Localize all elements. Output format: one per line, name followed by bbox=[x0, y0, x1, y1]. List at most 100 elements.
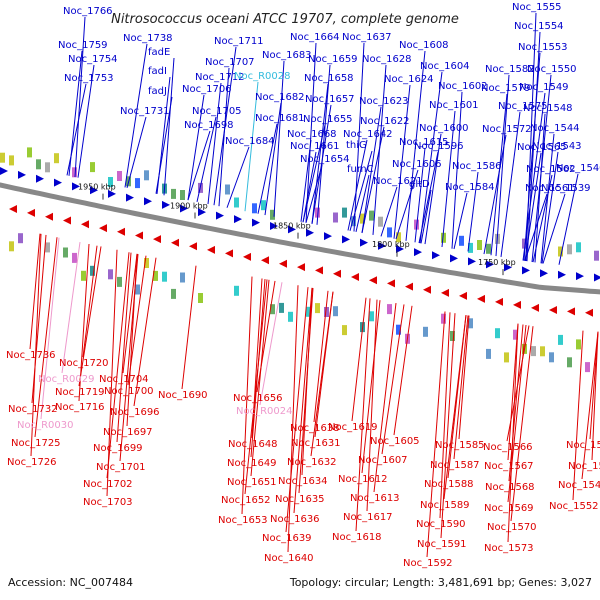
gene-label-reverse: Noc_1631 bbox=[291, 438, 341, 449]
gene-label-forward: Noc_1601 bbox=[429, 100, 479, 111]
gene-label-reverse: Noc_1696 bbox=[110, 407, 160, 418]
feature-block bbox=[576, 242, 581, 253]
kbp-tick-label: 1750 kbp bbox=[478, 258, 516, 267]
gene-label-reverse: Noc_1701 bbox=[96, 462, 146, 473]
leader-line bbox=[591, 331, 599, 461]
leader-line bbox=[361, 300, 381, 474]
gene-label-reverse: Noc_1732 bbox=[8, 404, 58, 415]
gene-label-forward: Noc_1766 bbox=[63, 6, 113, 17]
forward-gene-arrow bbox=[522, 266, 530, 275]
leader-line bbox=[78, 243, 90, 402]
gene-label-forward: Noc_1684 bbox=[225, 136, 275, 147]
gene-label-reverse: Noc_1612 bbox=[338, 474, 388, 485]
leader-line bbox=[542, 193, 566, 264]
leader-line bbox=[441, 110, 456, 248]
forward-gene-arrow bbox=[414, 248, 422, 257]
gene-label-forward: Noc_1628 bbox=[362, 54, 412, 65]
leader-line bbox=[119, 254, 139, 462]
feature-block bbox=[558, 334, 563, 345]
leader-line bbox=[293, 287, 313, 514]
feature-bands bbox=[0, 147, 600, 373]
forward-gene-arrow bbox=[360, 238, 368, 247]
gene-label-reverse: Noc_1570 bbox=[487, 522, 537, 533]
feature-block bbox=[135, 284, 140, 295]
feature-block bbox=[198, 293, 203, 303]
gene-label-reverse: Noc_1725 bbox=[11, 438, 61, 449]
gene-label-reverse: Noc_1588 bbox=[424, 479, 474, 490]
gene-label-reverse: Noc_1720 bbox=[59, 358, 109, 369]
forward-gene-arrow bbox=[324, 232, 332, 241]
gene-label-forward: Noc_1562 bbox=[526, 164, 576, 175]
leader-line bbox=[310, 291, 334, 457]
gene-label-forward: Noc_1602 bbox=[438, 81, 488, 92]
leader-line bbox=[508, 324, 524, 482]
feature-block bbox=[477, 240, 482, 250]
reverse-gene-arrow bbox=[459, 291, 467, 300]
gene-label-forward: Noc_1600 bbox=[419, 123, 469, 134]
gene-label-reverse: Noc_1591 bbox=[417, 539, 467, 550]
gene-label-forward: Noc_1548 bbox=[523, 103, 573, 114]
reverse-gene-arrow bbox=[153, 235, 161, 244]
gene-label-forward: Noc_1657 bbox=[305, 94, 355, 105]
leader-line bbox=[34, 237, 58, 438]
gene-label-reverse: Noc_1703 bbox=[83, 497, 133, 508]
feature-block bbox=[63, 247, 68, 258]
leader-line bbox=[29, 233, 41, 350]
feature-block bbox=[225, 184, 230, 195]
leader-line bbox=[241, 276, 253, 515]
gene-label-reverse: Noc_1638 bbox=[290, 423, 340, 434]
gene-label-reverse: Noc_1632 bbox=[287, 457, 337, 468]
feature-block bbox=[567, 357, 572, 368]
feature-block bbox=[45, 162, 50, 173]
gene-label-forward: Noc_1682 bbox=[255, 92, 305, 103]
feature-block bbox=[72, 252, 77, 263]
leader-line bbox=[311, 83, 329, 224]
leader-line bbox=[207, 82, 222, 205]
gene-label-forward: Noc_1582 bbox=[485, 64, 535, 75]
gene-label-forward: Noc_1738 bbox=[123, 33, 173, 44]
summary-text: Topology: circular; Length: 3,481,691 bp… bbox=[289, 576, 592, 589]
reverse-gene-arrow bbox=[27, 208, 35, 217]
leader-line bbox=[187, 130, 211, 201]
feature-block bbox=[387, 304, 392, 315]
reverse-gene-arrow bbox=[531, 303, 539, 312]
forward-gene-arrow bbox=[540, 269, 548, 278]
feature-block bbox=[45, 242, 50, 253]
gene-label-reverse: Noc_1702 bbox=[83, 479, 133, 490]
reverse-gene-arrow bbox=[441, 288, 449, 297]
gene-label-forward: Noc_1642 bbox=[343, 129, 393, 140]
leader-line bbox=[420, 189, 432, 244]
leader-line bbox=[78, 246, 102, 387]
leader-line bbox=[458, 315, 470, 440]
leader-line bbox=[393, 84, 411, 239]
reverse-gene-arrow bbox=[261, 256, 269, 265]
feature-block bbox=[270, 304, 275, 315]
gene-label-forward: Noc_1698 bbox=[184, 120, 234, 131]
gene-label-forward: fadI bbox=[148, 66, 167, 77]
leader-line bbox=[495, 74, 510, 257]
feature-block bbox=[117, 276, 122, 287]
gene-label-reverse: Noc_1719 bbox=[55, 387, 105, 398]
leader-line bbox=[540, 133, 555, 264]
leader-line bbox=[500, 111, 521, 257]
feature-block bbox=[324, 307, 329, 317]
reverse-gene-arrow bbox=[63, 216, 71, 225]
gene-label-reverse: Noc_1716 bbox=[55, 402, 105, 413]
gene-label-forward: Noc_1584 bbox=[445, 182, 495, 193]
feature-block bbox=[585, 362, 590, 373]
feature-block bbox=[171, 188, 176, 199]
reverse-gene-arrow bbox=[45, 212, 53, 221]
forward-gene-arrow bbox=[234, 215, 242, 224]
reverse-gene-arrow bbox=[207, 245, 215, 254]
feature-block bbox=[0, 152, 5, 163]
gene-label-forward: Noc_1550 bbox=[527, 64, 577, 75]
feature-block bbox=[162, 271, 167, 282]
gene-label-forward: Noc_1586 bbox=[452, 161, 502, 172]
feature-block bbox=[234, 285, 239, 296]
forward-gene-arrow bbox=[396, 245, 404, 254]
leader-line bbox=[311, 104, 332, 224]
feature-block bbox=[261, 200, 266, 211]
leader-line bbox=[313, 290, 329, 423]
reverse-gene-arrow bbox=[189, 242, 197, 251]
leader-line bbox=[361, 126, 385, 234]
